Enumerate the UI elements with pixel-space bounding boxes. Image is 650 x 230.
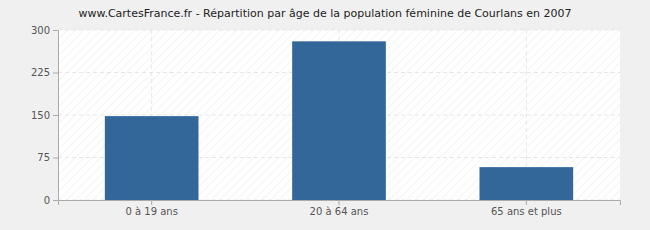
- bars: [105, 41, 573, 200]
- bar: [292, 41, 386, 200]
- x-tick-mark: [526, 200, 527, 205]
- y-tick-mark: [53, 158, 58, 159]
- y-tick-mark: [53, 115, 58, 116]
- y-tick-mark: [53, 30, 58, 31]
- bar: [480, 167, 574, 200]
- title: www.CartesFrance.fr - Répartition par âg…: [78, 7, 571, 20]
- y-axis: 0 75 150 225 300: [31, 25, 59, 206]
- grid-x: [152, 30, 527, 200]
- y-tick: 0: [44, 195, 58, 206]
- bar: [105, 116, 199, 200]
- y-tick-label: 75: [37, 152, 50, 163]
- y-tick-label: 225: [31, 67, 50, 78]
- x-axis-line: [59, 201, 621, 206]
- y-tick: 225: [31, 67, 58, 78]
- plot-background: [58, 30, 620, 200]
- x-tick: 0 à 19 ans: [125, 200, 177, 217]
- x-tick-mark: [339, 200, 340, 205]
- y-tick-mark: [53, 200, 58, 201]
- y-tick: 150: [31, 110, 58, 121]
- chart: www.CartesFrance.fr - Répartition par âg…: [0, 0, 650, 230]
- grid: [58, 30, 620, 200]
- y-tick: 75: [37, 152, 58, 163]
- x-tick: 65 ans et plus: [491, 200, 562, 217]
- x-tick-label: 0 à 19 ans: [125, 206, 177, 217]
- y-tick-label: 0: [44, 195, 50, 206]
- x-tick: 20 à 64 ans: [310, 200, 369, 217]
- y-tick-mark: [53, 73, 58, 74]
- x-tick-label: 20 à 64 ans: [310, 206, 369, 217]
- x-tick-label: 65 ans et plus: [491, 206, 562, 217]
- y-tick: 300: [31, 25, 58, 36]
- y-axis-line: [53, 31, 59, 201]
- y-tick-label: 300: [31, 25, 50, 36]
- x-tick-mark: [151, 200, 152, 205]
- x-axis: 0 à 19 ans 20 à 64 ans 65 ans et plus: [59, 200, 621, 217]
- y-tick-label: 150: [31, 110, 50, 121]
